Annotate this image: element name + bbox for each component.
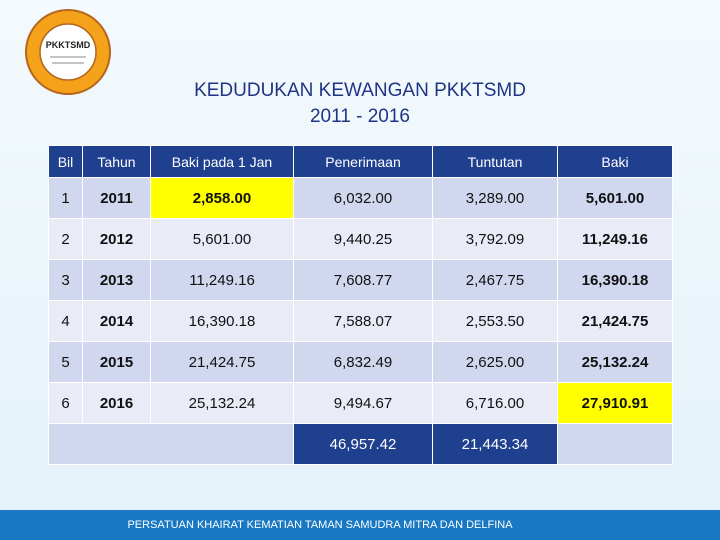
table-cell: 9,440.25: [293, 218, 433, 260]
table-row: 2 2012 5,601.00 9,440.25 3,792.09 11,249.16: [48, 218, 673, 260]
footer-text: PERSATUAN KHAIRAT KEMATIAN TAMAN SAMUDRA…: [127, 519, 513, 531]
table-cell: 6,032.00: [293, 177, 433, 219]
table-row: 1 2011 2,858.00 6,032.00 3,289.00 5,601.00: [48, 177, 673, 219]
table-cell: 11,249.16: [557, 218, 673, 260]
column-header: Baki: [557, 145, 673, 178]
header-row: Bil Tahun Baki pada 1 Jan Penerimaan Tuntuta…: [48, 145, 673, 178]
table-cell: 2016: [82, 382, 151, 424]
table-cell: 27,910.91: [557, 382, 673, 424]
table-cell: 7,608.77: [293, 259, 433, 301]
table-cell: 4: [48, 300, 83, 342]
column-header: Penerimaan: [293, 145, 433, 178]
blank-cell: [48, 423, 294, 465]
finance-table: Bil Tahun Baki pada 1 Jan Penerimaan Tuntuta…: [48, 145, 673, 465]
table-cell: 2,553.50: [432, 300, 558, 342]
table-cell: 2,467.75: [432, 259, 558, 301]
table-cell: 2011: [82, 177, 151, 219]
table-cell: 6,716.00: [432, 382, 558, 424]
total-cell: 21,443.34: [432, 423, 558, 465]
table-cell: 7,588.07: [293, 300, 433, 342]
table-cell: 3,289.00: [432, 177, 558, 219]
table-cell: 5,601.00: [557, 177, 673, 219]
blank-cell: [557, 423, 673, 465]
logo: PKKTSMD: [25, 9, 111, 95]
table-cell: 3,792.09: [432, 218, 558, 260]
table-row: 6 2016 25,132.24 9,494.67 6,716.00 27,910.91: [48, 382, 673, 424]
column-header: Baki pada 1 Jan: [150, 145, 294, 178]
table-cell: 21,424.75: [557, 300, 673, 342]
table-cell: 1: [48, 177, 83, 219]
table-cell: 16,390.18: [150, 300, 294, 342]
title: KEDUDUKAN KEWANGAN PKKTSMD: [194, 80, 526, 101]
table-cell: 2,625.00: [432, 341, 558, 383]
table-cell: 16,390.18: [557, 259, 673, 301]
table-cell: 2015: [82, 341, 151, 383]
table-cell: 5: [48, 341, 83, 383]
table-cell: 2012: [82, 218, 151, 260]
column-header: Tahun: [82, 145, 151, 178]
table-cell: 6,832.49: [293, 341, 433, 383]
footer: PERSATUAN KHAIRAT KEMATIAN TAMAN SAMUDRA…: [0, 510, 720, 540]
logo-text: PKKTSMD: [46, 40, 91, 50]
table-cell: 6: [48, 382, 83, 424]
table-cell: 2014: [82, 300, 151, 342]
table-cell: 2: [48, 218, 83, 260]
table-cell: 21,424.75: [150, 341, 294, 383]
table-cell: 2013: [82, 259, 151, 301]
total-cell: 46,957.42: [293, 423, 433, 465]
table-row: 4 2014 16,390.18 7,588.07 2,553.50 21,424.75: [48, 300, 673, 342]
table-cell: 3: [48, 259, 83, 301]
table-cell: 25,132.24: [557, 341, 673, 383]
table-cell: 9,494.67: [293, 382, 433, 424]
table-row: 5 2015 21,424.75 6,832.49 2,625.00 25,132.24: [48, 341, 673, 383]
subtitle: 2011 - 2016: [309, 106, 410, 127]
totals-row: 46,957.42 21,443.34: [48, 423, 673, 465]
table-cell: 2,858.00: [150, 177, 294, 219]
table-row: 3 2013 11,249.16 7,608.77 2,467.75 16,390.18: [48, 259, 673, 301]
table-cell: 25,132.24: [150, 382, 294, 424]
column-header: Bil: [48, 145, 83, 178]
column-header: Tuntutan: [432, 145, 558, 178]
table-cell: 5,601.00: [150, 218, 294, 260]
table-cell: 11,249.16: [150, 259, 294, 301]
